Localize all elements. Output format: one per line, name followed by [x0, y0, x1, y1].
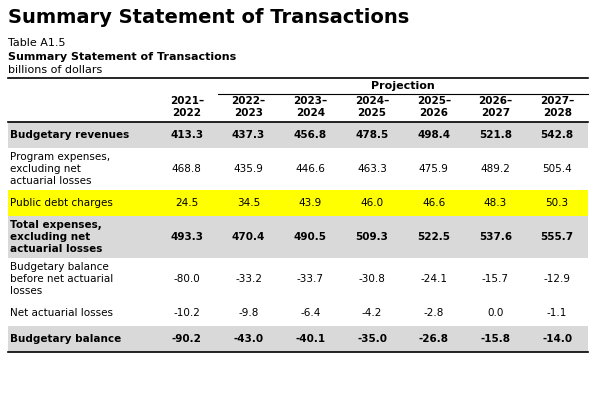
Text: -1.1: -1.1 [547, 308, 567, 318]
Text: 2025: 2025 [358, 108, 386, 118]
Text: -30.8: -30.8 [359, 274, 386, 284]
Text: 505.4: 505.4 [542, 164, 572, 174]
Text: 0.0: 0.0 [488, 308, 504, 318]
Text: 2021–: 2021– [170, 96, 204, 106]
Text: 413.3: 413.3 [170, 130, 203, 140]
Text: Projection: Projection [371, 81, 434, 91]
Text: 435.9: 435.9 [234, 164, 263, 174]
Text: 2022–: 2022– [231, 96, 266, 106]
Text: -15.8: -15.8 [480, 334, 510, 344]
Text: 2026–: 2026– [479, 96, 513, 106]
Text: 509.3: 509.3 [356, 232, 389, 242]
Text: 2024–: 2024– [355, 96, 389, 106]
Bar [8, 122, 588, 148]
Text: 48.3: 48.3 [484, 198, 507, 208]
Text: -90.2: -90.2 [172, 334, 202, 344]
Text: 50.3: 50.3 [545, 198, 569, 208]
Text: 2028: 2028 [542, 108, 572, 118]
Text: Budgetary revenues: Budgetary revenues [10, 130, 129, 140]
Text: -10.2: -10.2 [173, 308, 200, 318]
Text: 537.6: 537.6 [479, 232, 512, 242]
Text: 470.4: 470.4 [232, 232, 265, 242]
Bar [8, 190, 588, 216]
Text: 34.5: 34.5 [237, 198, 260, 208]
Text: Budgetary balance: Budgetary balance [10, 334, 121, 344]
Text: 521.8: 521.8 [479, 130, 512, 140]
Text: 43.9: 43.9 [299, 198, 322, 208]
Text: 24.5: 24.5 [175, 198, 198, 208]
Text: -24.1: -24.1 [420, 274, 447, 284]
Text: -9.8: -9.8 [238, 308, 259, 318]
Bar [8, 216, 588, 258]
Text: 478.5: 478.5 [355, 130, 389, 140]
Text: Public debt charges: Public debt charges [10, 198, 113, 208]
Text: -33.2: -33.2 [235, 274, 262, 284]
Text: 463.3: 463.3 [357, 164, 387, 174]
Text: 446.6: 446.6 [296, 164, 325, 174]
Text: 475.9: 475.9 [419, 164, 449, 174]
Text: Net actuarial losses: Net actuarial losses [10, 308, 113, 318]
Text: 542.8: 542.8 [541, 130, 574, 140]
Text: -33.7: -33.7 [297, 274, 324, 284]
Text: Total expenses,
excluding net
actuarial losses: Total expenses, excluding net actuarial … [10, 220, 103, 254]
Text: -12.9: -12.9 [544, 274, 570, 284]
Text: -4.2: -4.2 [362, 308, 382, 318]
Text: 498.4: 498.4 [417, 130, 450, 140]
Text: -15.7: -15.7 [482, 274, 509, 284]
Text: 2025–: 2025– [417, 96, 451, 106]
Text: Summary Statement of Transactions: Summary Statement of Transactions [8, 8, 409, 27]
Text: 2027–: 2027– [540, 96, 575, 106]
Text: -14.0: -14.0 [542, 334, 572, 344]
Text: -2.8: -2.8 [424, 308, 444, 318]
Text: Budgetary balance
before net actuarial
losses: Budgetary balance before net actuarial l… [10, 262, 113, 296]
Text: 46.0: 46.0 [361, 198, 384, 208]
Text: -40.1: -40.1 [295, 334, 325, 344]
Text: -6.4: -6.4 [300, 308, 321, 318]
Text: 2027: 2027 [481, 108, 510, 118]
Text: 2026: 2026 [419, 108, 448, 118]
Text: 456.8: 456.8 [294, 130, 327, 140]
Text: 493.3: 493.3 [170, 232, 203, 242]
Bar [8, 326, 588, 352]
Text: Table A1.5: Table A1.5 [8, 38, 66, 48]
Text: 555.7: 555.7 [541, 232, 574, 242]
Text: 522.5: 522.5 [417, 232, 450, 242]
Text: -80.0: -80.0 [173, 274, 200, 284]
Text: Summary Statement of Transactions: Summary Statement of Transactions [8, 52, 236, 62]
Text: billions of dollars: billions of dollars [8, 65, 103, 75]
Text: -43.0: -43.0 [234, 334, 263, 344]
Text: 489.2: 489.2 [480, 164, 510, 174]
Text: -35.0: -35.0 [357, 334, 387, 344]
Text: 46.6: 46.6 [422, 198, 445, 208]
Text: 490.5: 490.5 [294, 232, 327, 242]
Text: Program expenses,
excluding net
actuarial losses: Program expenses, excluding net actuaria… [10, 152, 110, 186]
Text: 2024: 2024 [296, 108, 325, 118]
Text: 437.3: 437.3 [232, 130, 265, 140]
Text: -26.8: -26.8 [419, 334, 449, 344]
Text: 2023–: 2023– [293, 96, 327, 106]
Text: 2023: 2023 [234, 108, 263, 118]
Text: 468.8: 468.8 [172, 164, 202, 174]
Text: 2022: 2022 [172, 108, 201, 118]
